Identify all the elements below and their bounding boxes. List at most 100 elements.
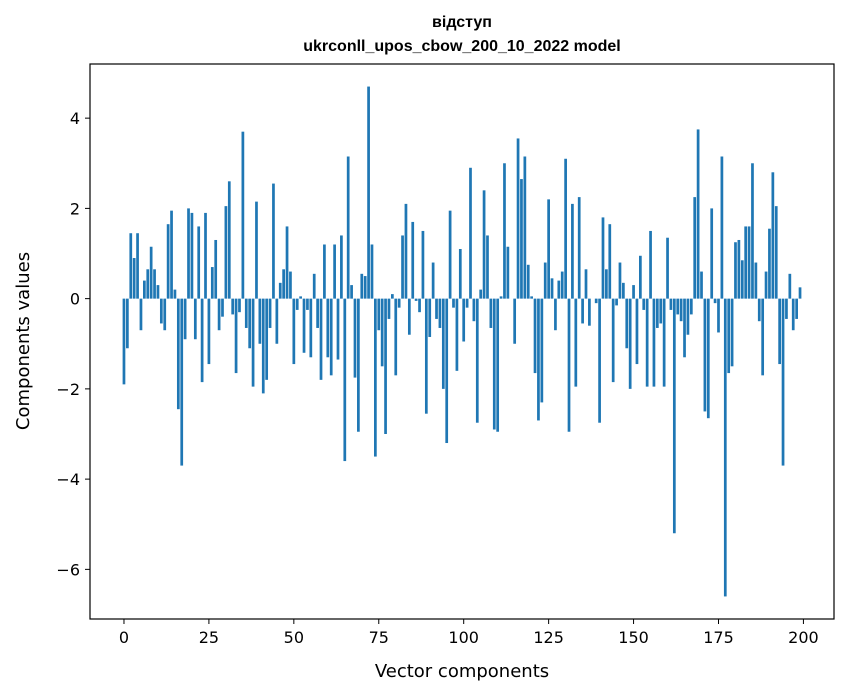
bar bbox=[346, 156, 350, 299]
bar bbox=[323, 244, 326, 299]
bar bbox=[407, 298, 411, 335]
bar bbox=[326, 298, 330, 358]
bar bbox=[564, 158, 567, 299]
bar bbox=[754, 262, 758, 299]
bar bbox=[122, 298, 126, 385]
bar bbox=[377, 298, 381, 331]
bar bbox=[683, 298, 686, 358]
bar bbox=[662, 298, 666, 387]
bar bbox=[513, 298, 517, 344]
bar bbox=[625, 298, 629, 349]
y-axis: −6 −4 −2 0 2 4 bbox=[56, 109, 90, 579]
bar bbox=[299, 296, 302, 299]
bar bbox=[734, 242, 737, 299]
bar bbox=[547, 199, 550, 299]
bar bbox=[149, 246, 153, 299]
bar bbox=[431, 262, 435, 299]
bar bbox=[343, 298, 347, 462]
x-tick-label: 100 bbox=[448, 628, 479, 647]
bar bbox=[717, 298, 720, 333]
bar bbox=[588, 298, 591, 326]
bar bbox=[244, 298, 248, 328]
bar bbox=[771, 172, 775, 299]
bar bbox=[737, 239, 741, 299]
bar bbox=[567, 298, 571, 432]
bar bbox=[465, 298, 469, 308]
bar bbox=[316, 298, 319, 328]
bar bbox=[608, 224, 612, 299]
bar bbox=[788, 273, 792, 299]
bar bbox=[210, 267, 214, 299]
bar bbox=[126, 298, 129, 349]
bar bbox=[214, 239, 218, 299]
bar bbox=[560, 271, 564, 299]
y-tick-label: −6 bbox=[56, 560, 80, 579]
bar bbox=[601, 217, 605, 299]
bar bbox=[441, 298, 445, 389]
bar bbox=[217, 298, 221, 331]
bar bbox=[455, 298, 459, 371]
bar bbox=[221, 298, 224, 317]
bar bbox=[537, 298, 540, 421]
bar bbox=[295, 298, 299, 310]
bar bbox=[639, 255, 642, 299]
bar bbox=[292, 298, 296, 365]
bar bbox=[798, 287, 802, 299]
bar bbox=[448, 210, 452, 299]
x-tick-label: 0 bbox=[119, 628, 129, 647]
x-tick-label: 25 bbox=[199, 628, 219, 647]
bar bbox=[703, 298, 707, 412]
bar bbox=[187, 208, 190, 299]
bar bbox=[618, 262, 622, 299]
bar bbox=[723, 298, 727, 597]
y-tick-label: 2 bbox=[70, 199, 80, 218]
bar bbox=[666, 237, 669, 299]
bar bbox=[686, 298, 690, 335]
bar bbox=[370, 244, 374, 299]
bar bbox=[540, 298, 544, 403]
bar bbox=[411, 221, 415, 299]
bar bbox=[258, 298, 262, 344]
bar bbox=[795, 298, 798, 319]
bar bbox=[289, 271, 292, 299]
bar bbox=[428, 298, 432, 337]
bar bbox=[700, 271, 703, 299]
bar bbox=[764, 271, 768, 299]
bar bbox=[387, 298, 391, 319]
x-axis: 0 25 50 75 100 125 150 175 200 bbox=[119, 619, 819, 647]
bar bbox=[785, 298, 788, 319]
bar bbox=[706, 298, 710, 419]
bar bbox=[486, 235, 489, 299]
chart-subtitle: ukrconll_upos_cbow_200_10_2022 model bbox=[303, 38, 620, 55]
bar bbox=[421, 230, 425, 299]
bar bbox=[336, 298, 340, 360]
bar bbox=[479, 289, 483, 299]
bar bbox=[268, 298, 272, 328]
bar bbox=[159, 298, 163, 324]
bar bbox=[319, 298, 323, 380]
bar bbox=[265, 298, 269, 380]
bar bbox=[190, 212, 194, 299]
bar bbox=[526, 264, 530, 299]
bar bbox=[424, 298, 428, 414]
bar bbox=[333, 244, 336, 299]
bar bbox=[645, 298, 649, 387]
bar bbox=[679, 298, 683, 322]
bar bbox=[445, 298, 449, 444]
bar bbox=[193, 298, 197, 340]
bar bbox=[533, 298, 537, 374]
bar bbox=[374, 298, 377, 457]
bar bbox=[506, 246, 510, 299]
bar bbox=[761, 298, 765, 376]
bar bbox=[251, 298, 255, 387]
bar bbox=[635, 298, 639, 365]
x-tick-label: 75 bbox=[369, 628, 389, 647]
bar bbox=[173, 289, 177, 299]
bar bbox=[136, 233, 139, 299]
bar bbox=[652, 298, 656, 387]
y-tick-label: 0 bbox=[70, 290, 80, 309]
bar bbox=[475, 298, 479, 423]
bar bbox=[615, 298, 618, 306]
bar bbox=[577, 197, 581, 299]
